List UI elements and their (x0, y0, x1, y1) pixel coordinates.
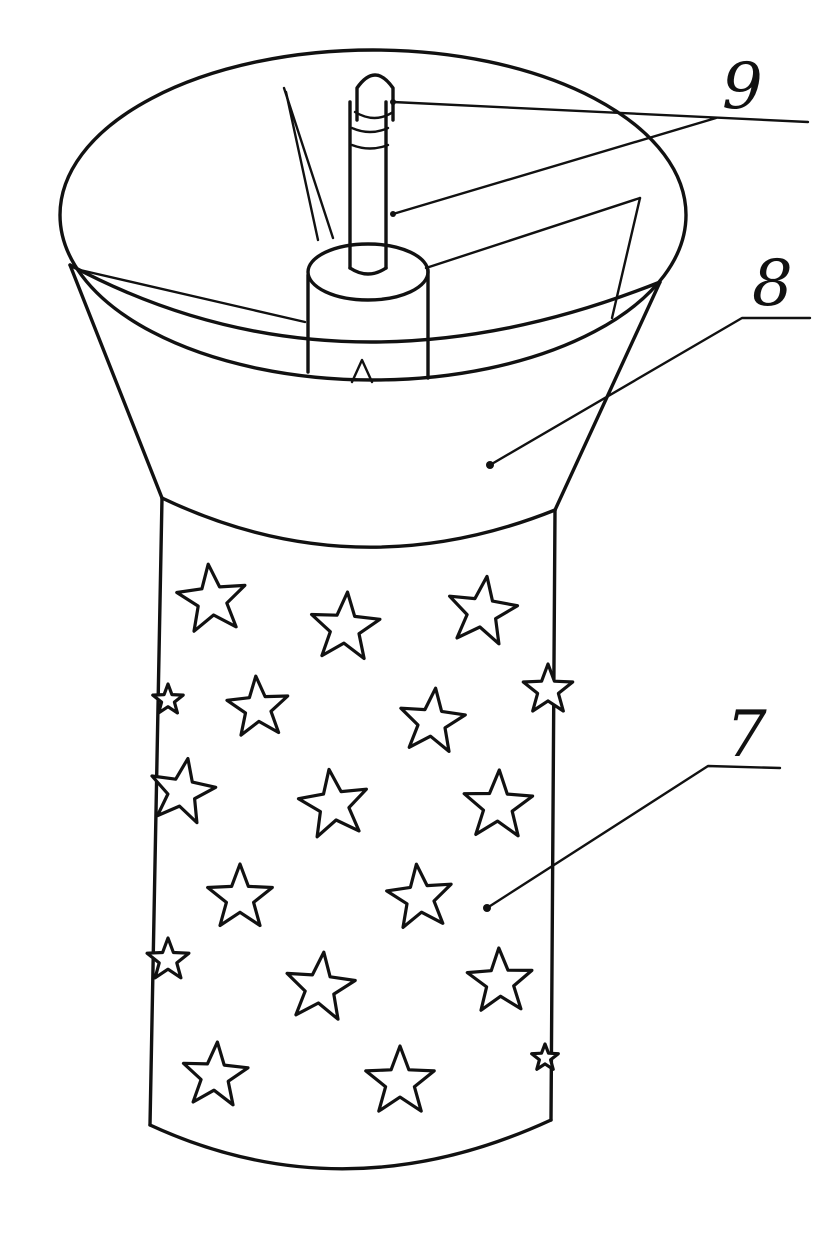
leader-9-dot-upper (390, 99, 396, 105)
star-hole (310, 590, 382, 661)
star-hole (296, 767, 368, 839)
leader-7 (485, 764, 782, 910)
cylinder-right-edge (549, 508, 557, 1122)
star-hole (399, 686, 467, 753)
hub-top (306, 242, 430, 302)
star-pattern (145, 562, 575, 1113)
blade-right-side (610, 196, 642, 320)
star-hole (364, 1044, 436, 1113)
rod-ring-3 (350, 143, 390, 150)
callout-label-8: 8 (752, 247, 793, 321)
star-hole (225, 674, 290, 737)
leader-8 (488, 316, 812, 467)
cylinder-bottom-rim (148, 1118, 553, 1171)
star-hole (521, 662, 575, 713)
star-hole (285, 950, 357, 1021)
leader-9-lower (391, 116, 718, 216)
rod-ring-1 (353, 110, 395, 120)
inner-blades (78, 86, 642, 324)
funnel-left-side (68, 263, 164, 500)
callout-label-7: 7 (726, 698, 767, 772)
rod-ring-2 (350, 126, 390, 134)
star-hole (206, 862, 274, 928)
leader-7-dot (483, 904, 491, 912)
blade-back-1 (282, 86, 335, 240)
hub-notch (350, 358, 374, 384)
star-hole (150, 756, 218, 825)
star-hole (145, 936, 191, 980)
cylinder-body (148, 496, 557, 1171)
star-hole (181, 1040, 250, 1107)
blade-back-2 (284, 90, 320, 242)
callout-label-9: 9 (722, 50, 763, 124)
star-hole (530, 1042, 560, 1071)
funnel-cup (58, 48, 688, 549)
funnel-inner-rim (68, 263, 662, 344)
rod-base (348, 266, 388, 276)
funnel-top-rim (58, 48, 688, 382)
star-hole (175, 562, 247, 633)
leader-lines (390, 99, 812, 912)
rod-cap (355, 73, 395, 122)
star-hole (385, 862, 453, 929)
star-hole (465, 946, 534, 1012)
blade-right-top (424, 196, 642, 270)
star-hole (151, 682, 185, 715)
cylinder-left-edge (148, 496, 164, 1127)
blade-left (78, 268, 307, 324)
central-shaft (306, 73, 430, 384)
funnel-bottom-edge (160, 496, 557, 549)
leader-9-dot-lower (390, 211, 396, 217)
leader-8-dot (486, 461, 494, 469)
leader-9-upper (391, 100, 810, 124)
star-hole (448, 574, 520, 646)
star-hole (462, 768, 535, 838)
